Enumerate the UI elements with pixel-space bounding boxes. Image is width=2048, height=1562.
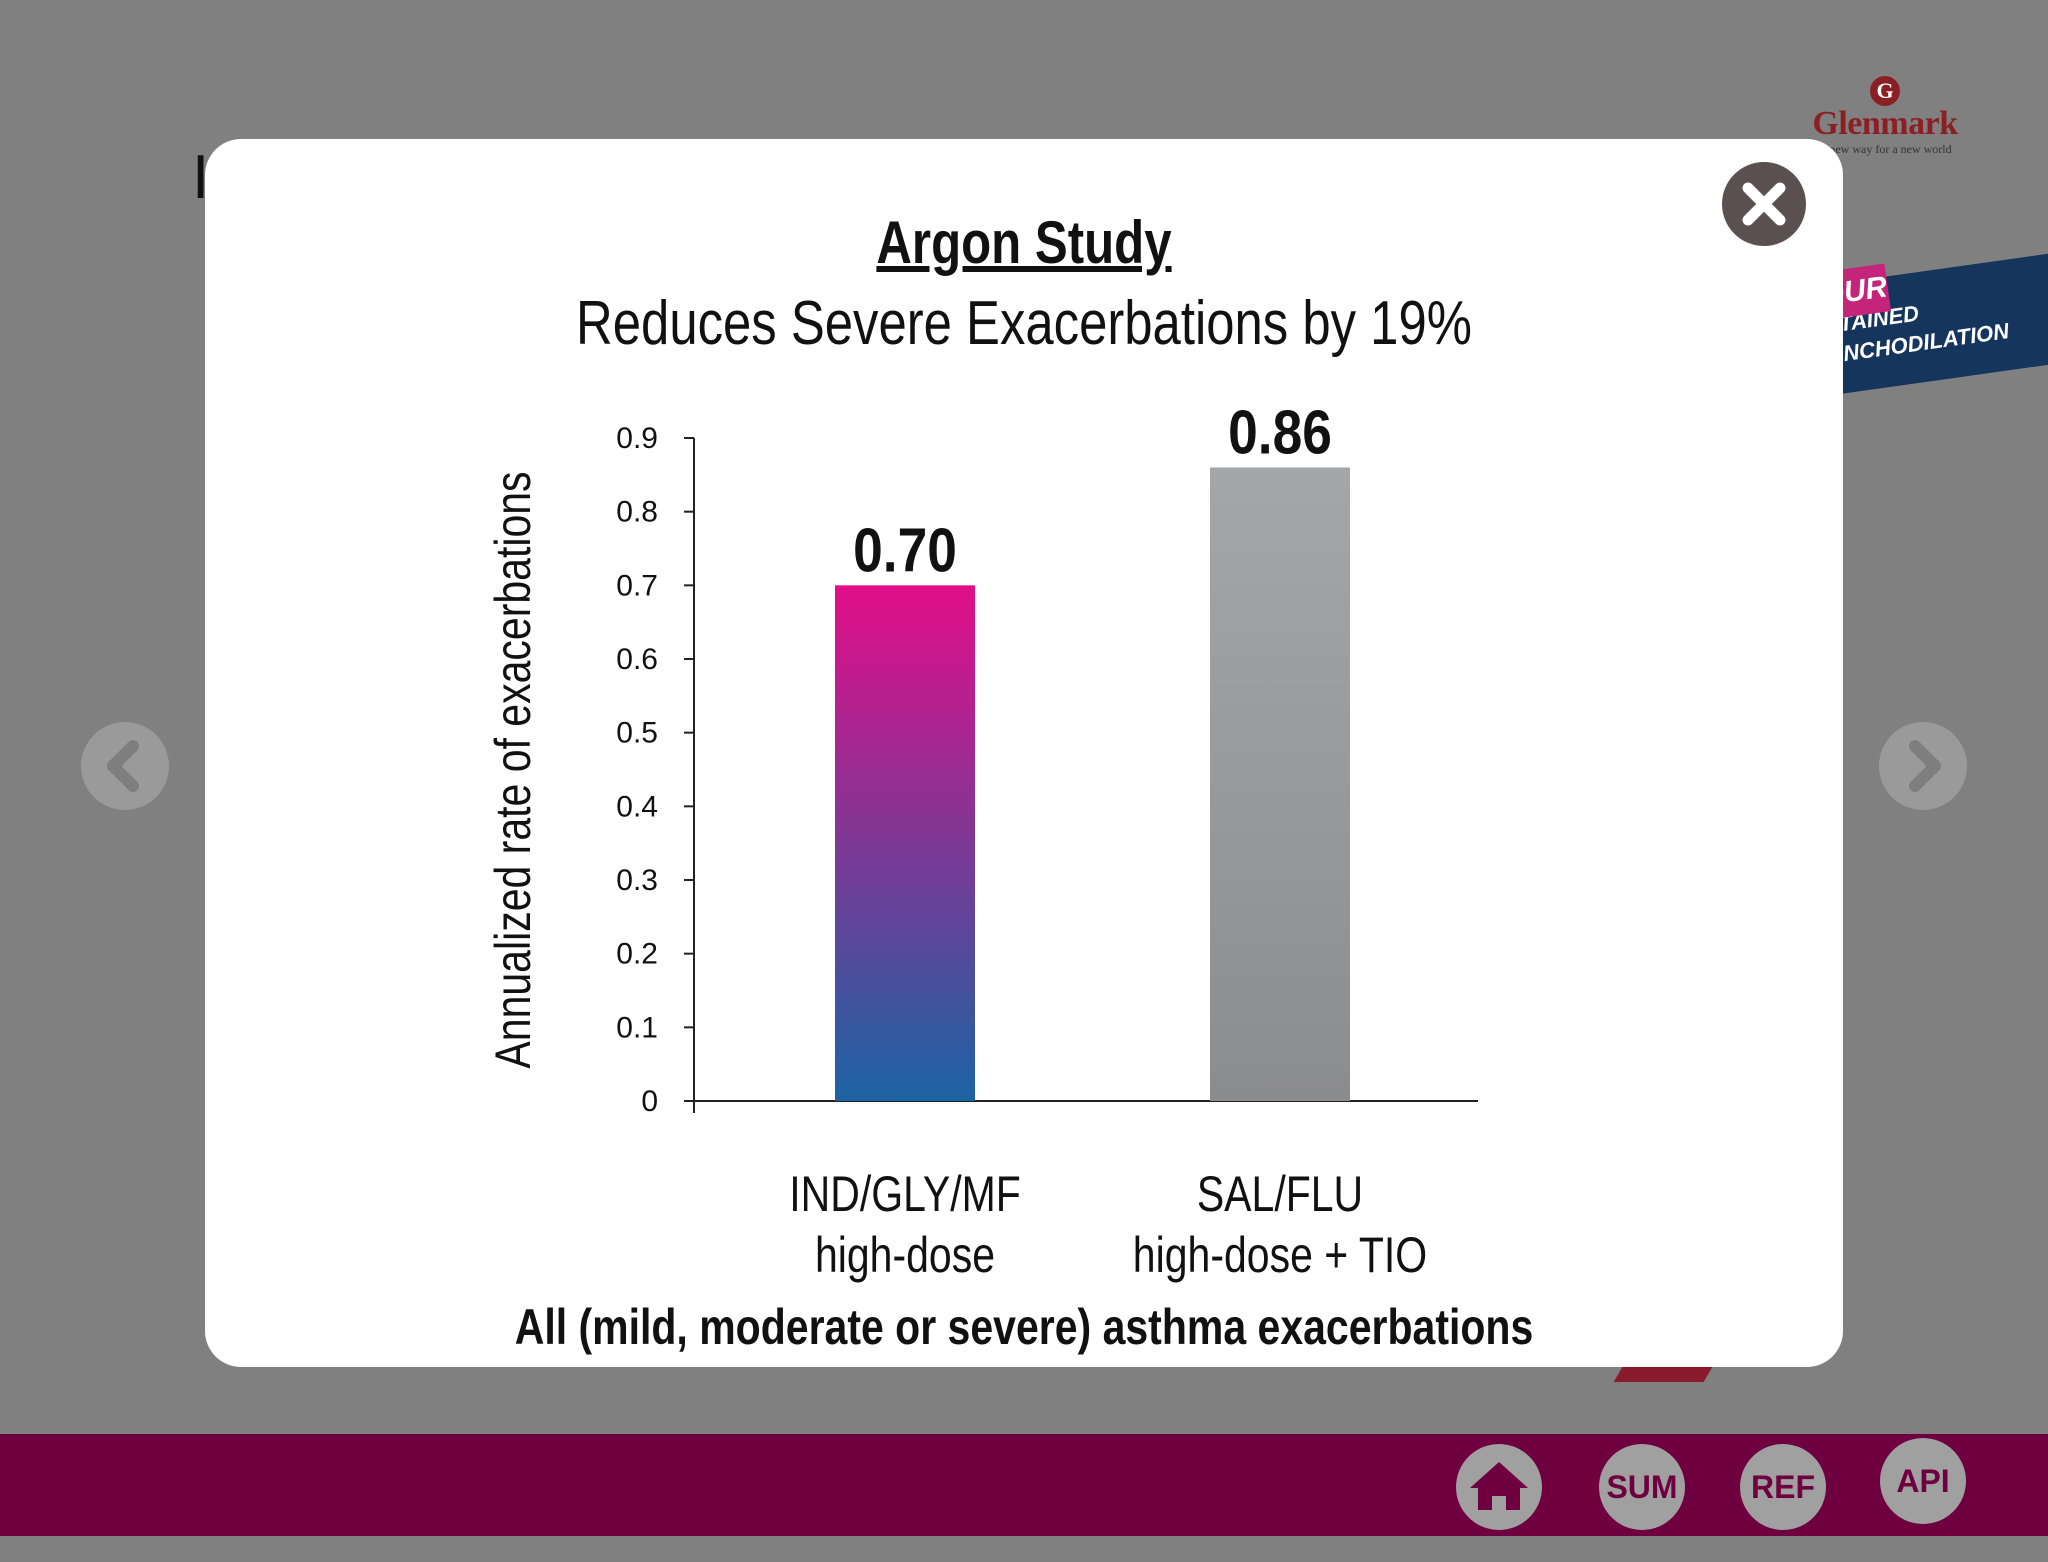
y-tick-label: 0.6 xyxy=(616,643,658,676)
slide-title-fragment: I xyxy=(192,143,210,212)
y-tick-label: 0.2 xyxy=(616,938,658,971)
category-label: SAL/FLU xyxy=(1197,1166,1363,1222)
y-tick-label: 0.8 xyxy=(616,496,658,529)
y-tick-label: 0.3 xyxy=(616,864,658,897)
y-tick-label: 0.1 xyxy=(616,1011,658,1044)
glenmark-logo: G Glenmark A new way for a new world xyxy=(1800,76,1970,172)
data-label: 0.86 xyxy=(1228,399,1332,468)
y-tick-label: 0 xyxy=(641,1085,658,1118)
home-icon xyxy=(1470,1462,1528,1510)
prev-slide-button[interactable] xyxy=(81,722,169,810)
chevron-right-icon xyxy=(1909,740,1941,792)
category-label: high-dose + TIO xyxy=(1133,1227,1427,1283)
close-icon xyxy=(1742,182,1786,226)
y-tick-label: 0.5 xyxy=(616,717,658,750)
footer-bar: SUM REF API xyxy=(0,1434,2048,1536)
close-modal-button[interactable] xyxy=(1718,158,1810,250)
y-tick-label: 0.9 xyxy=(616,422,658,455)
home-button[interactable] xyxy=(1456,1444,1542,1530)
bar-2 xyxy=(1210,467,1350,1101)
api-button[interactable]: API xyxy=(1880,1438,1966,1524)
chart-title: Argon Study xyxy=(876,209,1172,276)
chart-footnote: All (mild, moderate or severe) asthma ex… xyxy=(514,1299,1534,1355)
chart-modal xyxy=(205,139,1843,1367)
data-label: 0.70 xyxy=(853,517,957,586)
category-label: high-dose xyxy=(815,1227,995,1283)
logo-tagline: A new way for a new world xyxy=(1818,142,1952,156)
y-axis-label: Annualized rate of exacerbations xyxy=(485,471,541,1068)
chart-subtitle: Reduces Severe Exacerbations by 19% xyxy=(576,289,1472,358)
references-button[interactable]: REF xyxy=(1740,1444,1826,1530)
next-slide-button[interactable] xyxy=(1879,722,1967,810)
y-tick-label: 0.4 xyxy=(616,790,658,823)
logo-mark: G xyxy=(1870,76,1900,106)
bar-1 xyxy=(835,585,975,1101)
chevron-left-icon xyxy=(107,740,139,792)
logo-name: Glenmark xyxy=(1812,105,1958,142)
y-tick-label: 0.7 xyxy=(616,569,658,602)
summary-button[interactable]: SUM xyxy=(1599,1444,1685,1530)
category-label: IND/GLY/MF xyxy=(789,1166,1021,1222)
